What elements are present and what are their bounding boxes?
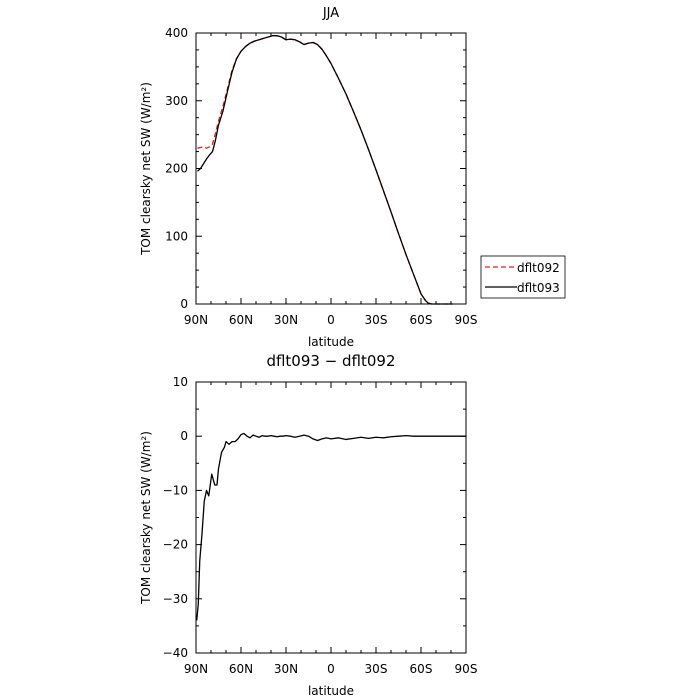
y-tick-label: −10 [163,483,188,497]
x-tick-label: 90N [184,313,208,327]
x-tick-label: 30N [274,662,298,676]
y-tick-label: −20 [163,538,188,552]
x-tick-label: 30S [365,662,388,676]
x-tick-label: 60S [410,313,433,327]
x-axis-label: latitude [308,684,354,698]
x-tick-label: 30S [365,313,388,327]
y-axis-label: TOM clearsky net SW (W/m²) [139,431,153,605]
x-axis-label: latitude [308,335,354,349]
y-tick-label: −30 [163,592,188,606]
series-line-dflt093 [197,35,453,305]
y-tick-label: 300 [165,94,188,108]
chart-title: dflt093 − dflt092 [266,352,395,370]
x-tick-label: 90S [455,313,478,327]
x-tick-label: 60N [229,313,253,327]
top-panel-jja: 90N 60N 30N 0 30S 60S 90S 0 100 200 300 400 JJA latit… [139,6,477,349]
legend: dflt092 dflt093 [480,255,566,299]
series-line-difference [196,432,466,621]
plot-frame [195,381,467,654]
series-line-dflt092 [197,35,453,305]
chart-title: JJA [322,6,339,21]
y-tick-label: 100 [165,229,188,243]
y-tick-label: 10 [173,375,188,389]
x-tick-label: 30N [274,313,298,327]
x-tick-label: 0 [327,313,335,327]
y-tick-label: 200 [165,162,188,176]
x-tick-label: 0 [327,662,335,676]
x-tick-label: 60S [410,662,433,676]
x-tick-label: 60N [229,662,253,676]
x-tick-label: 90N [184,662,208,676]
legend-box [480,255,566,299]
y-tick-label: 400 [165,26,188,40]
x-tick-label: 90S [455,662,478,676]
y-tick-label: 0 [180,297,188,311]
legend-label-dflt093: dflt093 [517,281,560,295]
bottom-panel-difference: 90N 60N 30N 0 30S 60S 90S −40 −30 −20 −10 0 10 dflt09… [139,352,477,698]
y-axis-label: TOM clearsky net SW (W/m²) [139,82,153,256]
y-tick-label: 0 [180,429,188,443]
legend-label-dflt092: dflt092 [517,261,560,275]
plot-frame [195,32,467,305]
y-tick-label: −40 [163,646,188,660]
